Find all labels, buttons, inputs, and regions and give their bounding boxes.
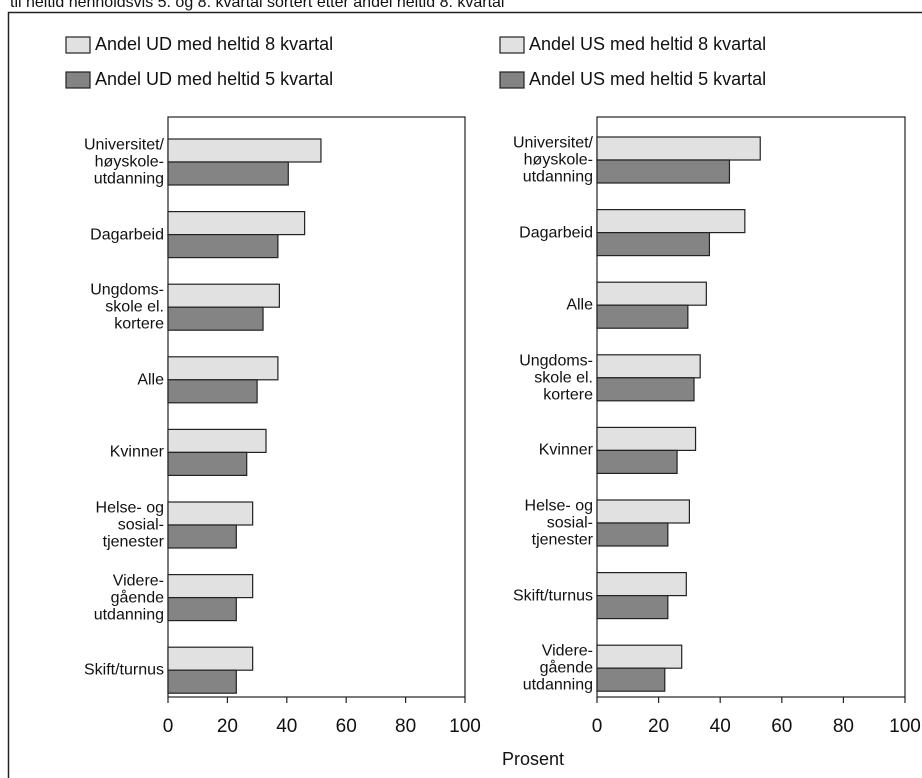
- bar: [167, 428, 267, 453]
- bar: [596, 232, 711, 257]
- category-label: Universitet/ høyskole- utdanning: [512, 134, 593, 186]
- category-label: Ungdoms- skole el. kortere: [90, 281, 164, 333]
- category-label: Alle: [566, 296, 593, 314]
- x-tick-label: 60: [336, 716, 357, 737]
- x-tick-label: 80: [833, 716, 854, 737]
- bar: [596, 209, 746, 234]
- bar: [596, 159, 731, 184]
- bar: [167, 379, 258, 404]
- bar: [596, 281, 707, 306]
- bar: [596, 499, 691, 524]
- legend-swatch: [65, 71, 91, 89]
- category-label: Alle: [137, 371, 164, 389]
- bar: [167, 211, 306, 236]
- bar: [596, 571, 687, 597]
- category-label: Helse- og sosial- tjenester: [95, 499, 164, 551]
- bar: [596, 377, 695, 402]
- x-tick-label: 20: [648, 716, 669, 737]
- legend-label: Andel UD med heltid 8 kvartal: [95, 34, 333, 54]
- category-label: Skift/turnus: [83, 661, 164, 679]
- legend-label: Andel US med heltid 5 kvartal: [529, 69, 766, 89]
- bar: [167, 283, 280, 308]
- bar: [167, 669, 237, 694]
- category-label: Kvinner: [109, 443, 164, 461]
- legend-label: Andel UD med heltid 5 kvartal: [95, 69, 333, 89]
- category-label: Ungdoms- skole el. kortere: [519, 352, 593, 404]
- x-tick-label: 0: [163, 716, 174, 737]
- category-label: Kvinner: [538, 441, 593, 459]
- x-tick-label: 100: [449, 716, 481, 737]
- category-label: Universitet/ høyskole- utdanning: [83, 136, 164, 188]
- category-label: Skift/turnus: [512, 587, 593, 605]
- bar: [596, 594, 669, 620]
- bar: [596, 136, 761, 161]
- category-label: Videre- gående utdanning: [522, 642, 593, 694]
- caption: til heltid henholdsvis 5. og 8. kvartal …: [10, 0, 504, 11]
- bar: [167, 306, 264, 331]
- bar: [167, 356, 279, 381]
- x-tick-label: 40: [710, 716, 731, 737]
- bar: [596, 449, 678, 474]
- bar: [596, 667, 666, 692]
- category-label: Helse- og sosial- tjenester: [524, 497, 593, 549]
- bar: [596, 304, 689, 329]
- category-label: Dagarbeid: [519, 224, 593, 242]
- legend-swatch: [499, 71, 525, 89]
- x-tick-label: 20: [217, 716, 238, 737]
- bar: [167, 596, 237, 622]
- bar: [596, 354, 701, 379]
- legend-swatch: [65, 36, 91, 54]
- bar: [167, 161, 289, 186]
- bar: [167, 573, 254, 599]
- bar: [596, 522, 669, 547]
- x-axis-label: Prosent: [502, 749, 564, 769]
- x-tick-label: 40: [276, 716, 297, 737]
- bar: [167, 234, 279, 259]
- bar: [167, 501, 254, 526]
- category-label: Videre- gående utdanning: [93, 572, 164, 624]
- x-tick-label: 0: [592, 716, 603, 737]
- bar: [596, 644, 683, 669]
- x-tick-label: 60: [771, 716, 792, 737]
- bar: [167, 646, 254, 671]
- x-tick-label: 80: [395, 716, 416, 737]
- frame: [7, 11, 922, 778]
- bar: [167, 138, 322, 163]
- bar: [167, 451, 248, 476]
- bar: [596, 426, 697, 451]
- category-label: Dagarbeid: [90, 226, 164, 244]
- legend-label: Andel US med heltid 8 kvartal: [529, 34, 766, 54]
- x-tick-label: 100: [889, 716, 921, 737]
- legend-swatch: [499, 36, 525, 54]
- bar: [167, 524, 237, 549]
